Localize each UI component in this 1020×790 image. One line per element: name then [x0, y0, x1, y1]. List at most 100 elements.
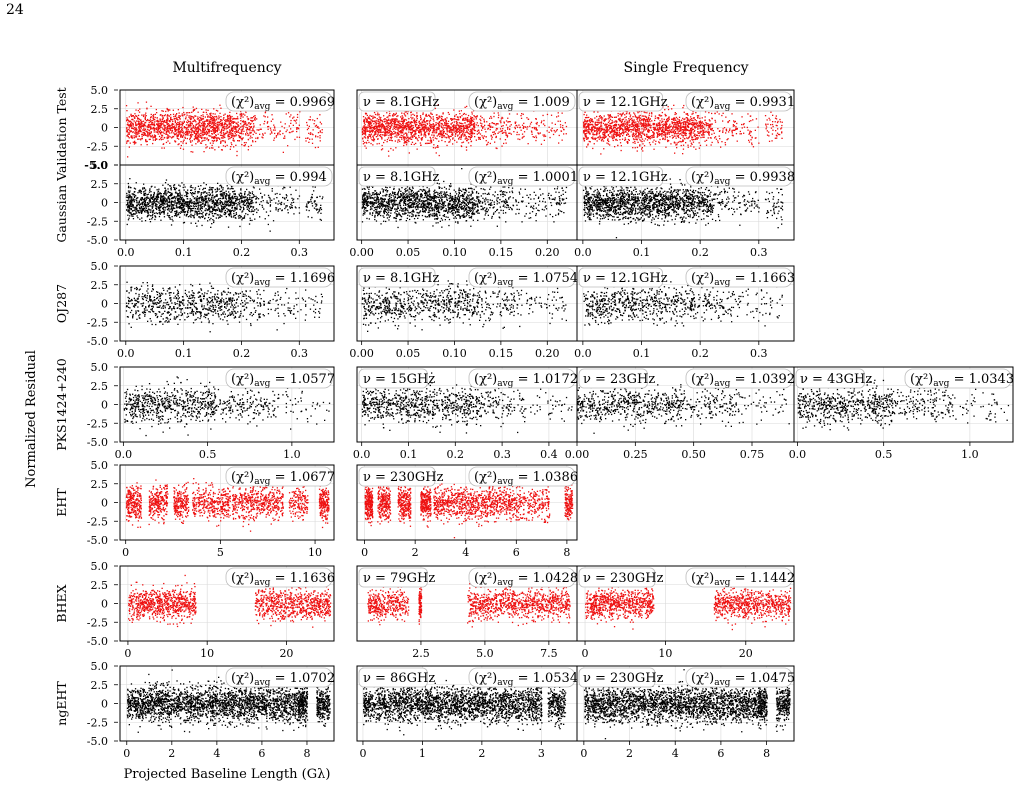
data-point — [443, 129, 444, 130]
data-point — [165, 111, 166, 112]
data-point — [506, 124, 507, 125]
data-point — [229, 132, 230, 133]
data-point — [386, 117, 387, 118]
data-point — [273, 129, 274, 130]
data-point — [608, 143, 609, 144]
data-point — [534, 137, 535, 138]
data-point — [223, 130, 224, 131]
data-point — [383, 125, 384, 126]
data-point — [703, 132, 704, 133]
data-point — [270, 133, 271, 134]
data-point — [413, 125, 414, 126]
data-point — [187, 120, 188, 121]
data-point — [632, 122, 633, 123]
data-point — [648, 124, 649, 125]
data-point — [209, 130, 210, 131]
data-point — [392, 132, 393, 133]
data-point — [511, 134, 512, 135]
data-point — [215, 113, 216, 114]
data-point — [239, 128, 240, 129]
data-point — [219, 117, 220, 118]
data-point — [427, 140, 428, 141]
data-point — [473, 119, 474, 120]
data-point — [655, 141, 656, 142]
data-point — [145, 119, 146, 120]
data-point — [250, 124, 251, 125]
data-point — [433, 116, 434, 117]
data-point — [299, 125, 300, 126]
data-point — [211, 137, 212, 138]
data-point — [194, 139, 195, 140]
data-point — [714, 137, 715, 138]
data-point — [698, 137, 699, 138]
data-point — [234, 131, 235, 132]
data-point — [503, 132, 504, 133]
data-point — [403, 145, 404, 146]
data-point — [233, 141, 234, 142]
data-point — [678, 142, 679, 143]
data-point — [181, 129, 182, 130]
data-point — [388, 137, 389, 138]
data-point — [186, 127, 187, 128]
data-point — [502, 130, 503, 131]
data-point — [247, 116, 248, 117]
data-point — [447, 130, 448, 131]
data-point — [495, 124, 496, 125]
data-point — [478, 139, 479, 140]
data-point — [606, 136, 607, 137]
data-point — [751, 137, 752, 138]
data-point — [290, 114, 291, 115]
data-point — [635, 115, 636, 116]
data-point — [646, 124, 647, 125]
data-point — [459, 122, 460, 123]
data-point — [555, 124, 556, 125]
data-point — [613, 125, 614, 126]
data-point — [213, 108, 214, 109]
data-point — [650, 127, 651, 128]
data-point — [611, 134, 612, 135]
data-point — [322, 129, 323, 130]
data-point — [129, 134, 130, 135]
data-point — [403, 120, 404, 121]
data-point — [218, 118, 219, 119]
data-point — [451, 136, 452, 137]
data-point — [158, 127, 159, 128]
data-point — [220, 131, 221, 132]
data-point — [597, 119, 598, 120]
data-point — [699, 142, 700, 143]
data-point — [154, 119, 155, 120]
data-point — [594, 128, 595, 129]
data-point — [592, 133, 593, 134]
data-point — [192, 151, 193, 152]
data-point — [781, 125, 782, 126]
data-point — [645, 112, 646, 113]
data-point — [474, 116, 475, 117]
data-point — [662, 129, 663, 130]
data-point — [280, 134, 281, 135]
data-point — [411, 144, 412, 145]
data-point — [459, 137, 460, 138]
data-point — [389, 140, 390, 141]
data-point — [223, 117, 224, 118]
data-point — [372, 127, 373, 128]
data-point — [662, 124, 663, 125]
data-point — [394, 136, 395, 137]
data-point — [635, 126, 636, 127]
data-point — [219, 105, 220, 106]
data-point — [518, 125, 519, 126]
data-point — [216, 138, 217, 139]
data-point — [447, 131, 448, 132]
data-point — [658, 123, 659, 124]
data-point — [769, 141, 770, 142]
data-point — [706, 145, 707, 146]
data-point — [380, 118, 381, 119]
data-point — [169, 115, 170, 116]
data-point — [563, 129, 564, 130]
data-point — [674, 142, 675, 143]
residual-panel: ν = 8.1GHz (χ²)avg = 1.009 — [357, 90, 577, 165]
data-point — [559, 135, 560, 136]
data-point — [191, 151, 192, 152]
data-point — [672, 122, 673, 123]
data-point — [433, 126, 434, 127]
data-point — [207, 125, 208, 126]
